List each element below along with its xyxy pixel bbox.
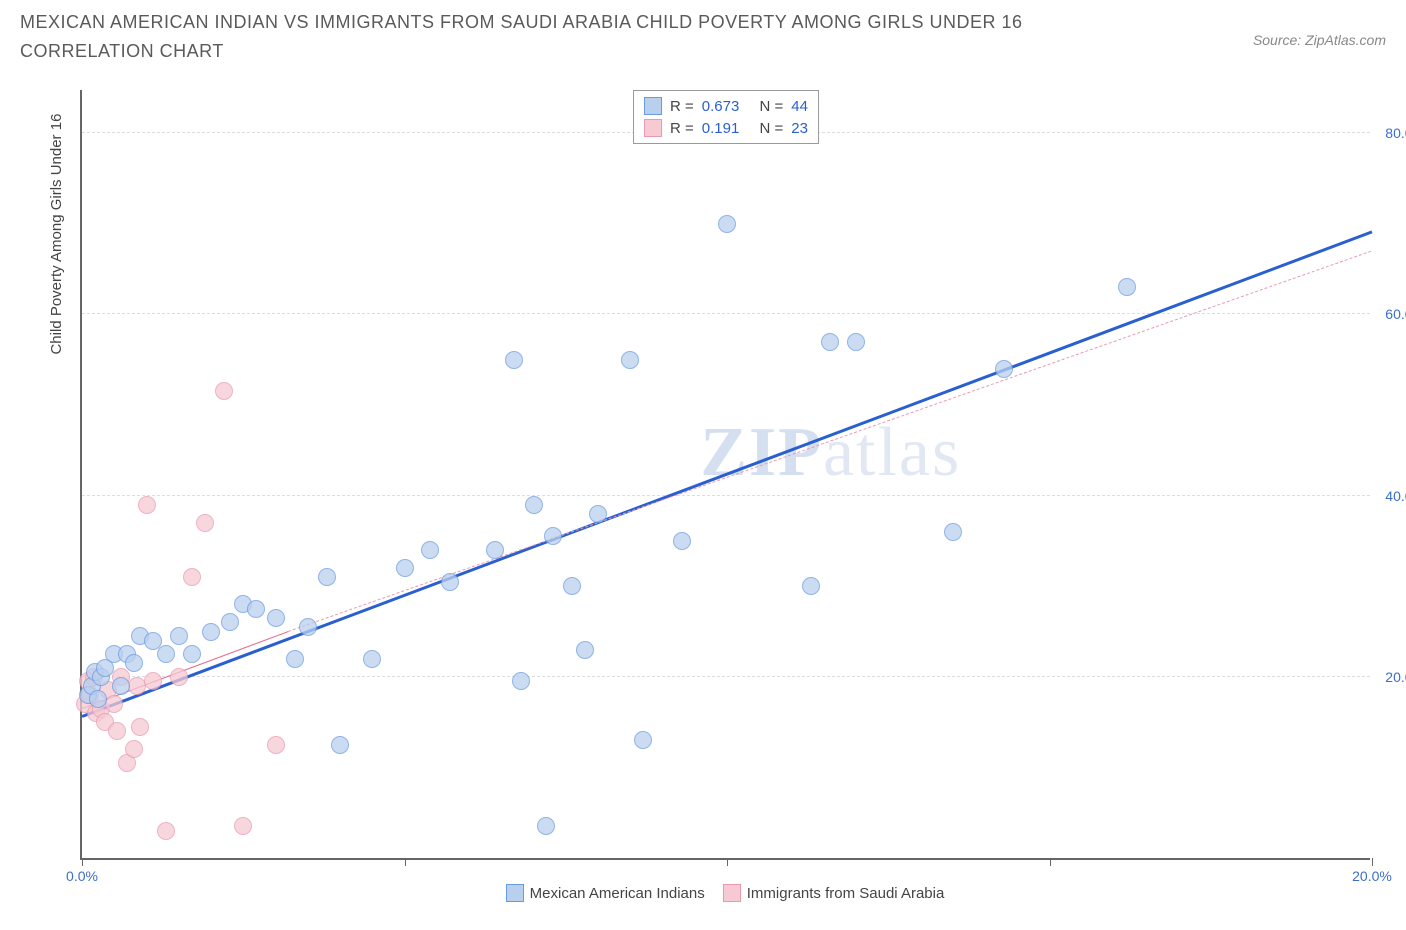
legend-swatch-blue: [644, 97, 662, 115]
data-point: [318, 568, 336, 586]
data-point: [1118, 278, 1136, 296]
y-tick-label: 80.0%: [1385, 125, 1406, 141]
data-point: [576, 641, 594, 659]
data-point: [170, 627, 188, 645]
legend-stats-row-2: R = 0.191 N = 23: [644, 117, 808, 139]
x-tick: [82, 858, 83, 866]
gridline: [82, 313, 1370, 314]
data-point: [802, 577, 820, 595]
data-point: [89, 690, 107, 708]
legend-swatch-pink: [723, 884, 741, 902]
data-point: [125, 740, 143, 758]
data-point: [105, 695, 123, 713]
data-point: [421, 541, 439, 559]
data-point: [441, 573, 459, 591]
data-point: [157, 822, 175, 840]
legend-bottom: Mexican American Indians Immigrants from…: [80, 884, 1370, 902]
data-point: [286, 650, 304, 668]
data-point: [234, 817, 252, 835]
legend-label: Mexican American Indians: [530, 885, 705, 902]
data-point: [267, 736, 285, 754]
plot-area: ZIPatlas R = 0.673 N = 44 R = 0.191 N = …: [80, 90, 1370, 860]
data-point: [537, 817, 555, 835]
data-point: [202, 623, 220, 641]
data-point: [363, 650, 381, 668]
data-point: [108, 722, 126, 740]
watermark: ZIPatlas: [700, 413, 961, 493]
data-point: [634, 731, 652, 749]
legend-swatch-pink: [644, 119, 662, 137]
x-tick-label: 0.0%: [66, 868, 98, 884]
gridline: [82, 676, 1370, 677]
data-point: [299, 618, 317, 636]
data-point: [486, 541, 504, 559]
data-point: [718, 215, 736, 233]
chart-header: MEXICAN AMERICAN INDIAN VS IMMIGRANTS FR…: [0, 0, 1406, 66]
data-point: [183, 568, 201, 586]
data-point: [247, 600, 265, 618]
data-point: [215, 382, 233, 400]
data-point: [112, 677, 130, 695]
data-point: [673, 532, 691, 550]
x-tick-label: 20.0%: [1352, 868, 1392, 884]
data-point: [944, 523, 962, 541]
data-point: [396, 559, 414, 577]
y-tick-label: 40.0%: [1385, 488, 1406, 504]
data-point: [525, 496, 543, 514]
data-point: [505, 351, 523, 369]
legend-stats-row-1: R = 0.673 N = 44: [644, 95, 808, 117]
data-point: [267, 609, 285, 627]
data-point: [331, 736, 349, 754]
data-point: [183, 645, 201, 663]
y-tick-label: 20.0%: [1385, 669, 1406, 685]
data-point: [157, 645, 175, 663]
chart-container: Child Poverty Among Girls Under 16 ZIPat…: [20, 80, 1386, 910]
data-point: [821, 333, 839, 351]
legend-item-series-1: Mexican American Indians: [506, 884, 705, 902]
data-point: [995, 360, 1013, 378]
data-point: [125, 654, 143, 672]
data-point: [170, 668, 188, 686]
data-point: [589, 505, 607, 523]
x-tick: [1372, 858, 1373, 866]
data-point: [621, 351, 639, 369]
source-attribution: Source: ZipAtlas.com: [1253, 32, 1386, 48]
y-axis-label: Child Poverty Among Girls Under 16: [48, 114, 65, 355]
legend-item-series-2: Immigrants from Saudi Arabia: [723, 884, 945, 902]
data-point: [512, 672, 530, 690]
data-point: [131, 718, 149, 736]
data-point: [144, 672, 162, 690]
x-tick: [727, 858, 728, 866]
gridline: [82, 495, 1370, 496]
data-point: [563, 577, 581, 595]
x-tick: [405, 858, 406, 866]
legend-stats-box: R = 0.673 N = 44 R = 0.191 N = 23: [633, 90, 819, 144]
trend-line: [81, 230, 1372, 717]
legend-label: Immigrants from Saudi Arabia: [747, 885, 945, 902]
data-point: [138, 496, 156, 514]
legend-swatch-blue: [506, 884, 524, 902]
data-point: [847, 333, 865, 351]
data-point: [196, 514, 214, 532]
chart-title: MEXICAN AMERICAN INDIAN VS IMMIGRANTS FR…: [20, 8, 1120, 66]
x-tick: [1050, 858, 1051, 866]
data-point: [544, 527, 562, 545]
data-point: [221, 613, 239, 631]
y-tick-label: 60.0%: [1385, 306, 1406, 322]
